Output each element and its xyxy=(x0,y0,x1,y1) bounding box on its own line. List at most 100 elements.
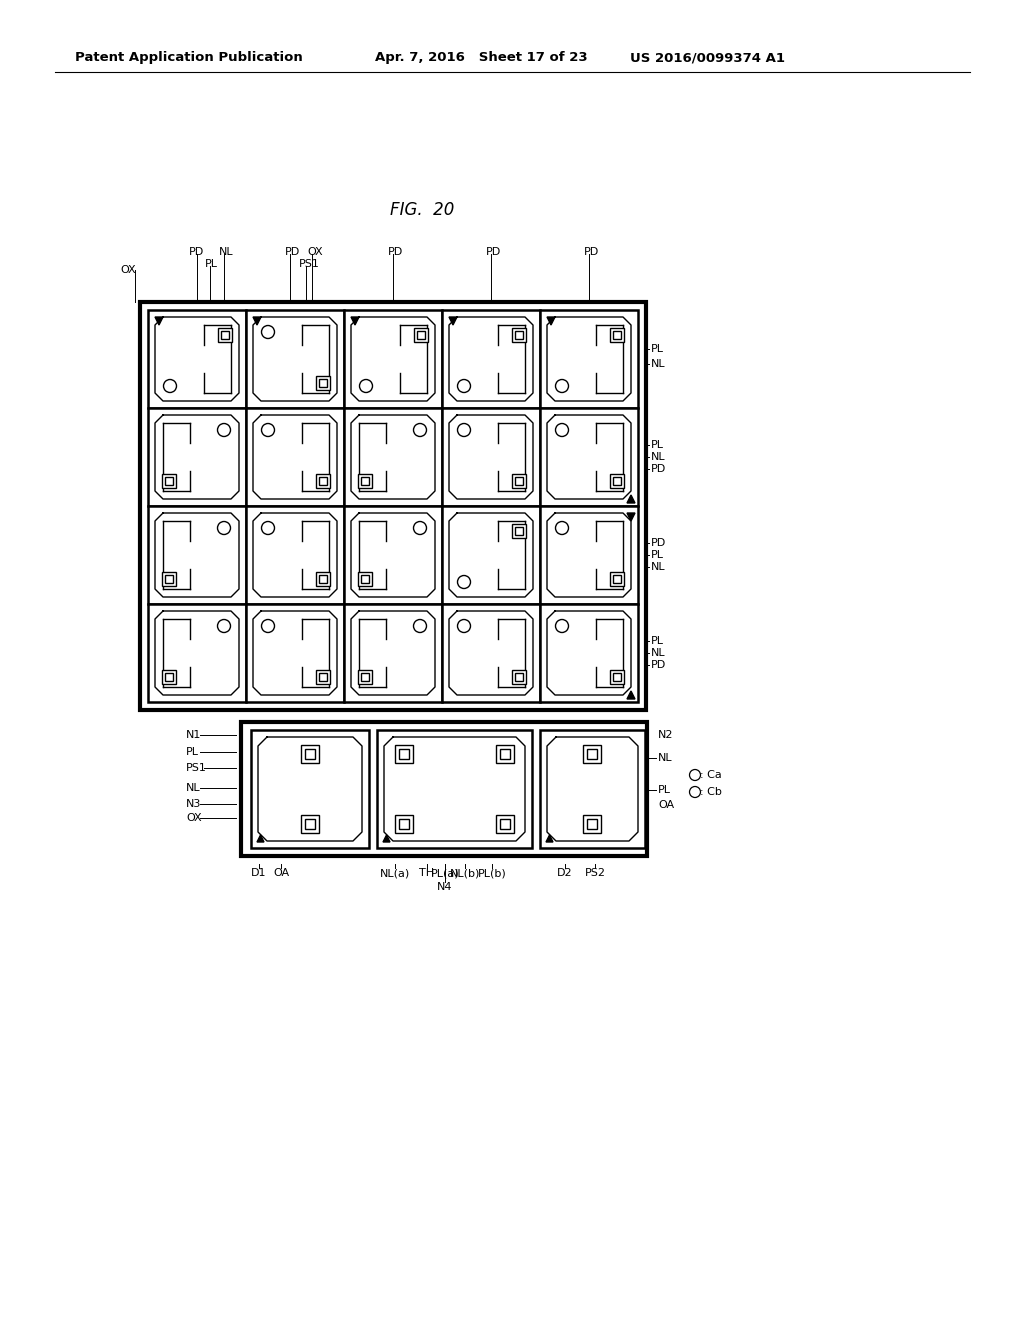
Bar xyxy=(442,605,540,702)
Text: PL: PL xyxy=(186,747,199,756)
Text: NL: NL xyxy=(186,783,201,793)
Bar xyxy=(587,818,597,829)
Bar xyxy=(613,331,621,339)
Bar xyxy=(587,748,597,759)
Text: PS1: PS1 xyxy=(299,259,319,269)
Text: PL: PL xyxy=(651,550,664,560)
Text: NL: NL xyxy=(651,359,666,370)
Bar xyxy=(344,310,442,408)
Polygon shape xyxy=(383,836,390,842)
Bar xyxy=(319,379,327,387)
Text: PL: PL xyxy=(651,440,664,450)
Polygon shape xyxy=(627,513,635,521)
Bar xyxy=(540,730,645,847)
Text: N3: N3 xyxy=(186,799,202,809)
Bar xyxy=(417,331,425,339)
Polygon shape xyxy=(627,690,635,700)
Bar xyxy=(344,605,442,702)
Text: PL: PL xyxy=(651,345,664,354)
Text: PL: PL xyxy=(205,259,218,269)
Text: PD: PD xyxy=(189,247,204,257)
Bar xyxy=(512,474,526,488)
Text: OX: OX xyxy=(307,247,323,257)
Bar xyxy=(399,748,409,759)
Bar xyxy=(319,673,327,681)
Bar xyxy=(358,572,372,586)
Bar xyxy=(361,576,369,583)
Text: PD: PD xyxy=(651,539,667,548)
Bar xyxy=(583,814,601,833)
Text: FIG.  20: FIG. 20 xyxy=(390,201,455,219)
Bar xyxy=(442,506,540,605)
Bar xyxy=(442,310,540,408)
Bar xyxy=(512,524,526,539)
Bar xyxy=(395,814,413,833)
Bar xyxy=(540,310,638,408)
Text: D1: D1 xyxy=(251,869,266,878)
Bar xyxy=(377,730,532,847)
Text: NL: NL xyxy=(651,451,666,462)
Text: PL: PL xyxy=(658,785,671,795)
Bar xyxy=(301,814,319,833)
Bar xyxy=(301,744,319,763)
Text: PL(b): PL(b) xyxy=(477,869,507,878)
Bar xyxy=(241,722,647,855)
Bar xyxy=(246,310,344,408)
Bar xyxy=(358,671,372,684)
Bar xyxy=(246,605,344,702)
Bar xyxy=(496,814,514,833)
Bar xyxy=(221,331,229,339)
Bar xyxy=(319,576,327,583)
Polygon shape xyxy=(351,317,359,325)
Bar xyxy=(162,474,176,488)
Bar xyxy=(512,671,526,684)
Text: OA: OA xyxy=(273,869,289,878)
Bar xyxy=(316,671,330,684)
Bar xyxy=(148,408,246,506)
Bar xyxy=(361,477,369,484)
Bar xyxy=(344,506,442,605)
Text: : Ca: : Ca xyxy=(700,770,722,780)
Bar xyxy=(361,673,369,681)
Bar xyxy=(246,506,344,605)
Text: NL: NL xyxy=(651,648,666,657)
Bar xyxy=(500,748,510,759)
Bar xyxy=(613,673,621,681)
Polygon shape xyxy=(449,317,457,325)
Text: PD: PD xyxy=(651,465,667,474)
Text: NL(a): NL(a) xyxy=(380,869,411,878)
Bar xyxy=(515,673,523,681)
Text: NL: NL xyxy=(658,752,673,763)
Bar xyxy=(148,310,246,408)
Text: US 2016/0099374 A1: US 2016/0099374 A1 xyxy=(630,51,785,65)
Text: NL: NL xyxy=(219,247,233,257)
Bar xyxy=(610,327,624,342)
Text: PD: PD xyxy=(651,660,667,671)
Text: Patent Application Publication: Patent Application Publication xyxy=(75,51,303,65)
Bar xyxy=(540,605,638,702)
Polygon shape xyxy=(257,836,264,842)
Bar xyxy=(414,327,428,342)
Text: N1: N1 xyxy=(186,730,202,741)
Text: PS1: PS1 xyxy=(186,763,207,774)
Bar xyxy=(515,527,523,535)
Bar xyxy=(251,730,369,847)
Bar xyxy=(148,605,246,702)
Polygon shape xyxy=(546,836,553,842)
Text: PD: PD xyxy=(584,247,599,257)
Bar xyxy=(610,572,624,586)
Bar xyxy=(515,331,523,339)
Bar xyxy=(162,671,176,684)
Bar xyxy=(316,376,330,389)
Text: PL: PL xyxy=(651,636,664,645)
Bar xyxy=(140,302,646,710)
Text: OX: OX xyxy=(120,265,135,275)
Bar xyxy=(246,408,344,506)
Bar xyxy=(165,576,173,583)
Bar xyxy=(218,327,232,342)
Bar xyxy=(319,477,327,484)
Bar xyxy=(540,408,638,506)
Bar xyxy=(305,818,315,829)
Bar xyxy=(162,572,176,586)
Bar xyxy=(148,506,246,605)
